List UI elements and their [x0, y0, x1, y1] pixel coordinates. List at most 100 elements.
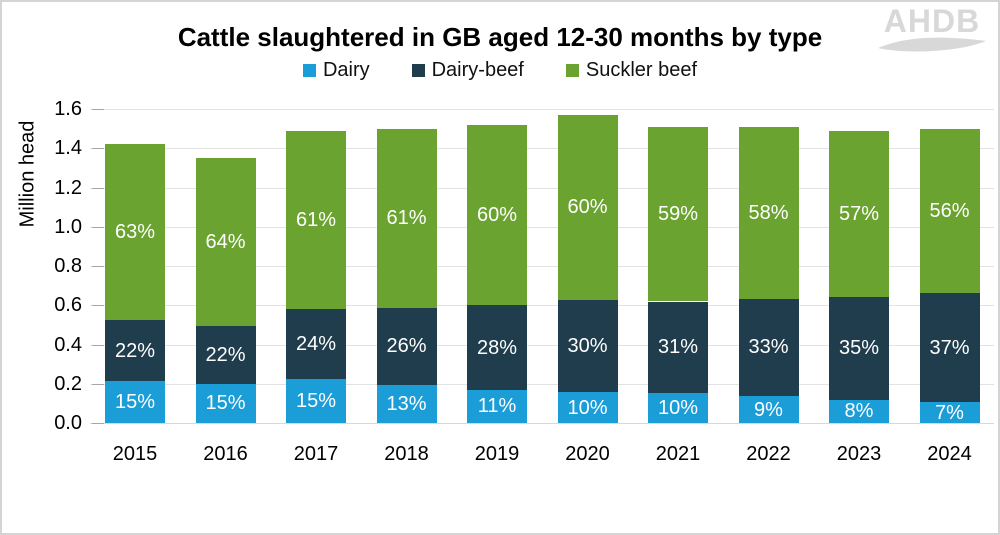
segment-value-label: 59%: [657, 203, 699, 226]
legend-swatch-suckler-beef: [565, 64, 579, 77]
segment-value-label: 15%: [295, 390, 337, 413]
x-tick-label-2015: 2015: [112, 443, 158, 465]
segment-value-label: 37%: [929, 336, 970, 359]
bar-segment-2016-suckler-beef: 64%: [195, 158, 256, 326]
gridline-1.2: [90, 187, 994, 189]
bar-segment-2016-dairy-beef: 22%: [195, 325, 256, 384]
ahdb-logo-swoosh-icon: [878, 37, 986, 52]
chart-title: Cattle slaughtered in GB aged 12-30 mont…: [177, 22, 823, 52]
y-axis-tick: [92, 423, 104, 424]
bar-segment-2024-suckler-beef: 56%: [919, 128, 980, 294]
bar-segment-2023-suckler-beef: 57%: [829, 130, 889, 298]
bar-segment-2024-dairy-beef: 37%: [919, 293, 980, 403]
bar-segment-2017-suckler-beef: 61%: [286, 130, 346, 309]
bar-segment-2020-dairy-beef: 30%: [557, 299, 618, 393]
x-tick-label-2018: 2018: [384, 443, 429, 465]
legend-label-suckler-beef: Suckler beef: [585, 59, 698, 81]
y-tick-label-1.4: 1.4: [54, 137, 82, 160]
segment-value-label: 8%: [844, 400, 874, 423]
legend-swatch-dairy: [302, 64, 316, 77]
bar-segment-2020-dairy: 10%: [557, 392, 618, 423]
legend: Dairy Dairy-beef Suckler beef: [2, 59, 998, 82]
y-tick-label-0.6: 0.6: [54, 294, 82, 317]
segment-value-label: 33%: [748, 336, 789, 359]
y-tick-label-1.2: 1.2: [54, 176, 82, 199]
gridline-1.4: [90, 148, 994, 150]
segment-value-label: 15%: [205, 392, 246, 415]
bar-segment-2021-dairy-beef: 31%: [648, 301, 708, 394]
y-axis-tick: [92, 344, 104, 346]
y-tick-label-1.0: 1.0: [54, 215, 82, 238]
bar-segment-2020-suckler-beef: 60%: [557, 114, 618, 300]
bar-segment-2019-suckler-beef: 60%: [467, 124, 527, 306]
bar-segment-2021-dairy: 10%: [648, 393, 708, 423]
x-tick-label-2024: 2024: [927, 443, 972, 465]
y-axis-tick: [92, 266, 104, 267]
gridline-1.0: [90, 226, 994, 228]
bar-segment-2017-dairy-beef: 24%: [286, 308, 346, 380]
gridline-0.8: [90, 266, 994, 267]
bar-segment-2015-suckler-beef: 63%: [105, 144, 165, 320]
bar-segment-2018-dairy: 13%: [376, 384, 437, 423]
legend-swatch-dairy-beef: [411, 64, 425, 77]
bar-segment-2015-dairy-beef: 22%: [105, 319, 165, 382]
legend-item-suckler-beef: Suckler beef: [565, 59, 698, 82]
segment-value-label: 35%: [838, 337, 880, 360]
x-tick-label-2020: 2020: [565, 443, 610, 465]
bar-segment-2022-dairy: 9%: [738, 396, 799, 423]
bar-segment-2018-suckler-beef: 61%: [376, 128, 437, 309]
y-tick-label-0.0: 0.0: [54, 412, 82, 434]
bar-segment-2017-dairy: 15%: [286, 379, 346, 423]
segment-value-label: 11%: [477, 395, 517, 418]
segment-value-label: 57%: [838, 202, 880, 225]
bar-segment-2023-dairy: 8%: [829, 399, 889, 423]
gridline-0.0: [90, 423, 994, 424]
segment-value-label: 58%: [748, 201, 789, 224]
bar-segment-2021-suckler-beef: 59%: [648, 126, 708, 302]
segment-value-label: 60%: [476, 204, 518, 227]
gridline-0.2: [90, 383, 994, 385]
legend-item-dairy-beef: Dairy-beef: [411, 59, 524, 82]
x-tick-label-2021: 2021: [655, 443, 701, 465]
segment-value-label: 22%: [114, 339, 156, 362]
bar-segment-2019-dairy: 11%: [467, 389, 527, 423]
segment-value-label: 22%: [205, 343, 246, 366]
gridline-1.6: [90, 109, 994, 110]
bar-segment-2022-dairy-beef: 33%: [738, 298, 799, 397]
segment-value-label: 63%: [114, 221, 156, 244]
x-tick-label-2019: 2019: [474, 443, 520, 465]
bar-segment-2018-dairy-beef: 26%: [376, 308, 437, 385]
bar-segment-2016-dairy: 15%: [195, 383, 256, 423]
y-axis-tick: [92, 383, 104, 385]
segment-value-label: 15%: [114, 391, 156, 414]
bar-segment-2024-dairy: 7%: [919, 401, 980, 424]
legend-label-dairy-beef: Dairy-beef: [431, 59, 524, 81]
y-tick-label-0.8: 0.8: [54, 255, 82, 277]
segment-value-label: 28%: [476, 336, 518, 359]
segment-value-label: 10%: [567, 396, 608, 419]
segment-value-label: 30%: [567, 334, 608, 357]
x-tick-label-2022: 2022: [746, 443, 791, 465]
segment-value-label: 9%: [754, 398, 783, 421]
x-tick-label-2016: 2016: [203, 443, 248, 465]
segment-value-label: 31%: [657, 336, 699, 359]
y-tick-label-0.4: 0.4: [54, 333, 82, 356]
bar-segment-2015-dairy: 15%: [105, 381, 165, 423]
y-axis-tick: [92, 148, 104, 150]
bar-segment-2022-suckler-beef: 58%: [738, 126, 799, 299]
segment-value-label: 61%: [386, 207, 427, 230]
y-axis-tick: [92, 305, 104, 307]
y-axis-tick: [92, 109, 104, 110]
segment-value-label: 61%: [295, 208, 337, 231]
segment-value-label: 7%: [935, 401, 964, 424]
segment-value-label: 56%: [929, 200, 970, 223]
y-axis-tick: [92, 226, 104, 228]
x-tick-label-2017: 2017: [293, 443, 339, 465]
segment-value-label: 24%: [295, 333, 337, 356]
gridline-0.4: [90, 344, 994, 346]
y-tick-label-0.2: 0.2: [54, 372, 82, 395]
segment-value-label: 60%: [567, 196, 608, 219]
ahdb-logo-text: AHDB: [883, 3, 981, 39]
